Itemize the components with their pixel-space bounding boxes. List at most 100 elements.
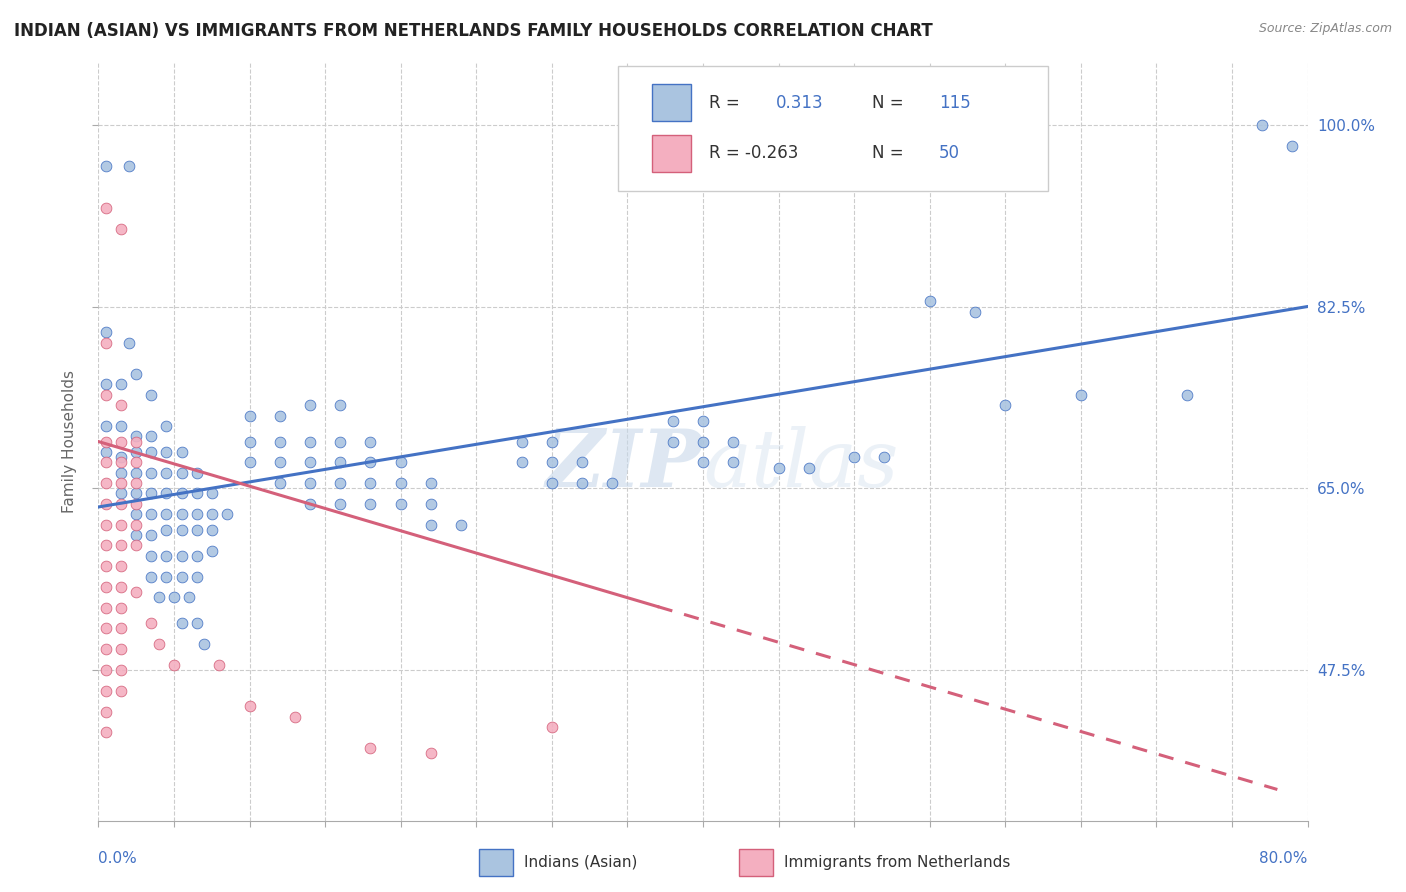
Point xyxy=(141,549,163,563)
Point xyxy=(186,616,208,631)
Point xyxy=(125,434,148,449)
Point xyxy=(1251,118,1274,132)
Point xyxy=(186,508,208,522)
Point xyxy=(94,388,117,402)
Point xyxy=(269,455,291,469)
Point xyxy=(125,508,148,522)
Point xyxy=(201,543,224,558)
Point xyxy=(125,517,148,532)
Text: atlas: atlas xyxy=(703,425,898,503)
Point xyxy=(420,497,443,511)
Point xyxy=(269,409,291,423)
Point xyxy=(299,434,322,449)
Point xyxy=(510,455,533,469)
Point xyxy=(510,434,533,449)
Point xyxy=(844,450,866,464)
Point xyxy=(1070,388,1092,402)
Point xyxy=(420,746,443,760)
Point xyxy=(965,304,987,318)
Point xyxy=(94,419,117,434)
Point xyxy=(540,476,562,491)
Text: 80.0%: 80.0% xyxy=(1260,851,1308,866)
Point xyxy=(389,476,412,491)
Point xyxy=(571,455,593,469)
Point xyxy=(94,159,117,173)
Point xyxy=(1281,138,1303,153)
Point xyxy=(125,455,148,469)
Point xyxy=(94,377,117,392)
Point xyxy=(329,476,352,491)
Text: R = -0.263: R = -0.263 xyxy=(709,145,799,162)
Point xyxy=(299,497,322,511)
Point xyxy=(540,455,562,469)
Point xyxy=(155,419,177,434)
Point xyxy=(94,445,117,459)
Point xyxy=(141,445,163,459)
Point xyxy=(155,486,177,500)
Point xyxy=(141,616,163,631)
Point xyxy=(94,326,117,340)
Point xyxy=(360,740,382,755)
Point xyxy=(110,559,132,574)
Point xyxy=(186,466,208,480)
Text: R =: R = xyxy=(709,94,745,112)
Point xyxy=(239,409,262,423)
Point xyxy=(110,455,132,469)
Point xyxy=(215,508,238,522)
Point xyxy=(94,476,117,491)
Text: ZIP: ZIP xyxy=(546,425,703,503)
Point xyxy=(360,434,382,449)
Point xyxy=(155,549,177,563)
Point xyxy=(299,398,322,412)
Point xyxy=(329,455,352,469)
Point xyxy=(239,434,262,449)
Point xyxy=(186,549,208,563)
Point xyxy=(360,455,382,469)
Point xyxy=(141,486,163,500)
Text: 0.0%: 0.0% xyxy=(98,851,138,866)
Point xyxy=(110,486,132,500)
Point xyxy=(186,569,208,583)
Point xyxy=(110,538,132,552)
Text: Immigrants from Netherlands: Immigrants from Netherlands xyxy=(785,855,1011,870)
Point xyxy=(141,508,163,522)
Point xyxy=(661,434,683,449)
Point xyxy=(155,445,177,459)
Point xyxy=(540,720,562,734)
Point xyxy=(118,159,141,173)
Point xyxy=(299,476,322,491)
Point xyxy=(179,591,201,605)
Point xyxy=(692,434,714,449)
Text: 50: 50 xyxy=(939,145,960,162)
Point xyxy=(389,455,412,469)
Point xyxy=(170,508,193,522)
Point xyxy=(540,434,562,449)
Point xyxy=(155,508,177,522)
Point xyxy=(94,642,117,657)
Point xyxy=(94,497,117,511)
Point xyxy=(94,201,117,215)
Text: INDIAN (ASIAN) VS IMMIGRANTS FROM NETHERLANDS FAMILY HOUSEHOLDS CORRELATION CHAR: INDIAN (ASIAN) VS IMMIGRANTS FROM NETHER… xyxy=(14,22,932,40)
Point xyxy=(148,591,170,605)
Point xyxy=(125,585,148,599)
Point xyxy=(94,559,117,574)
Point xyxy=(110,398,132,412)
Point xyxy=(94,580,117,594)
Point xyxy=(329,398,352,412)
Point xyxy=(118,335,141,350)
Point xyxy=(94,725,117,739)
Text: N =: N = xyxy=(872,94,910,112)
Point xyxy=(239,455,262,469)
Point xyxy=(125,476,148,491)
Point xyxy=(94,600,117,615)
Point xyxy=(125,528,148,542)
Point xyxy=(170,486,193,500)
Point xyxy=(94,705,117,719)
Point xyxy=(170,549,193,563)
Point xyxy=(186,486,208,500)
Point xyxy=(299,455,322,469)
Point xyxy=(110,476,132,491)
Point xyxy=(110,419,132,434)
Point xyxy=(94,455,117,469)
Point xyxy=(125,466,148,480)
